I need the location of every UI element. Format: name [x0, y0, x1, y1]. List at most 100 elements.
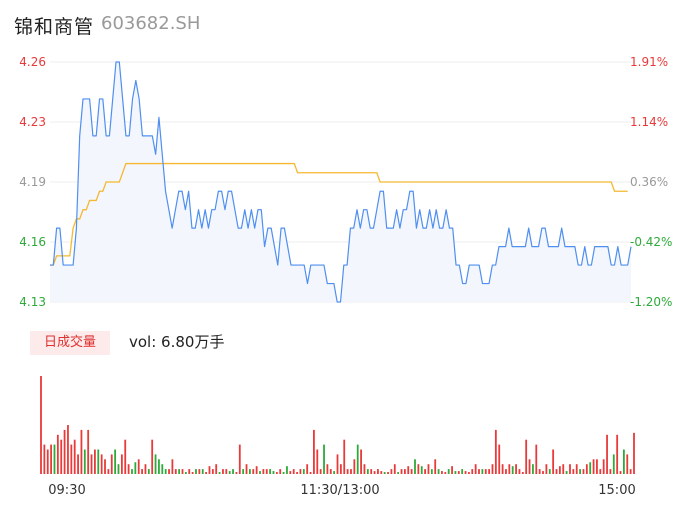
volume-bar [606, 434, 608, 474]
volume-bar [596, 459, 598, 474]
volume-bar [178, 469, 181, 474]
volume-bar [144, 464, 147, 474]
volume-bar [77, 454, 79, 474]
volume-bar [151, 439, 154, 474]
volume-bar [498, 444, 501, 474]
volume-bar [97, 449, 100, 474]
volume-bar [441, 471, 443, 474]
volume-bar [542, 471, 544, 474]
volume-bar [83, 449, 86, 474]
volume-bar [43, 444, 46, 474]
volume-bar [282, 472, 285, 474]
volume-bar [488, 469, 491, 474]
volume-bar [619, 471, 622, 474]
volume-bar [417, 464, 420, 474]
volume-bar [633, 432, 635, 474]
volume-bar [548, 469, 551, 474]
volume-bar [73, 439, 76, 474]
volume-bar [380, 471, 383, 474]
volume-bar [403, 469, 406, 474]
volume-bar [434, 459, 437, 474]
volume-bar [599, 469, 602, 474]
avg-line-path [50, 162, 628, 266]
volume-bar [232, 469, 234, 474]
volume-bar [616, 434, 619, 474]
volume-bar [410, 469, 413, 474]
volume-bar [336, 454, 339, 474]
volume-bar [104, 459, 106, 474]
volume-bar [585, 464, 588, 474]
y-tick-label-left: 4.16 [19, 235, 46, 249]
volume-bar [107, 469, 110, 474]
volume-badge[interactable]: 日成交量 [30, 331, 110, 355]
stock-name: 锦和商管 [14, 16, 95, 38]
volume-bar [67, 425, 69, 474]
volume-bar [228, 471, 231, 474]
volume-bar [481, 469, 484, 474]
volume-bar [309, 472, 312, 474]
volume-bar [222, 469, 224, 474]
volume-bar [474, 464, 477, 474]
volume-bar [158, 459, 160, 474]
volume-bar [387, 472, 389, 474]
volume-bar [555, 469, 558, 474]
y-tick-label-right: 0.36% [630, 175, 668, 189]
volume-bar [350, 469, 352, 474]
volume-bar [124, 439, 127, 474]
volume-bar [464, 471, 467, 474]
x-tick-label: 15:00 [598, 483, 635, 498]
volume-bar [339, 464, 342, 474]
volume-bar [137, 459, 140, 474]
volume-bar [329, 469, 332, 474]
volume-bar [505, 469, 507, 474]
volume-bar [255, 466, 258, 474]
price-area [50, 62, 631, 302]
volume-bar [238, 444, 241, 474]
volume-bar [326, 464, 329, 474]
volume-bar [323, 444, 325, 474]
volume-bar [629, 469, 632, 474]
volume-bar [569, 464, 571, 474]
volume-bar [120, 454, 123, 474]
volume-bar [343, 439, 346, 474]
stock-code: 603682.SH [101, 13, 201, 34]
volume-bar [468, 472, 470, 474]
volume-bar [164, 469, 167, 474]
volume-bar [215, 464, 218, 474]
volume-bar [80, 429, 83, 474]
volume-bar [501, 464, 504, 474]
volume-bar [53, 444, 56, 474]
volume-bar [565, 471, 568, 474]
volume-bar [191, 472, 194, 474]
y-tick-label-right: 1.14% [630, 115, 668, 129]
volume-bar [451, 466, 453, 474]
volume-bar [602, 459, 605, 474]
volume-bar [198, 469, 201, 474]
volume-bar [211, 469, 214, 474]
volume-bar [390, 469, 393, 474]
volume-bar [147, 469, 150, 474]
volume-bar [532, 464, 534, 474]
volume-bar [538, 469, 541, 474]
volume-bar [353, 459, 356, 474]
y-tick-label-right: 1.91% [630, 55, 668, 69]
volume-bar [535, 444, 538, 474]
volume-bar [46, 449, 49, 474]
volume-bar [427, 464, 430, 474]
volume-bar [545, 464, 548, 474]
volume-bar [248, 469, 251, 474]
volume-bar [218, 472, 221, 474]
x-tick-label: 09:30 [48, 483, 85, 498]
volume-bar [491, 464, 494, 474]
volume-bar [393, 464, 396, 474]
volume-value: vol: 6.80万手 [129, 333, 225, 351]
volume-bar [461, 469, 464, 474]
volume-bar [235, 472, 238, 474]
y-axis-right-labels: 1.91% 1.14% 0.36% -0.42% -1.20% [630, 55, 672, 309]
volume-bar [471, 469, 474, 474]
volume-bar [572, 469, 575, 474]
volume-bar [457, 471, 460, 474]
volume-bar [168, 469, 170, 474]
volume-bar [306, 464, 309, 474]
volume-bar [94, 449, 96, 474]
